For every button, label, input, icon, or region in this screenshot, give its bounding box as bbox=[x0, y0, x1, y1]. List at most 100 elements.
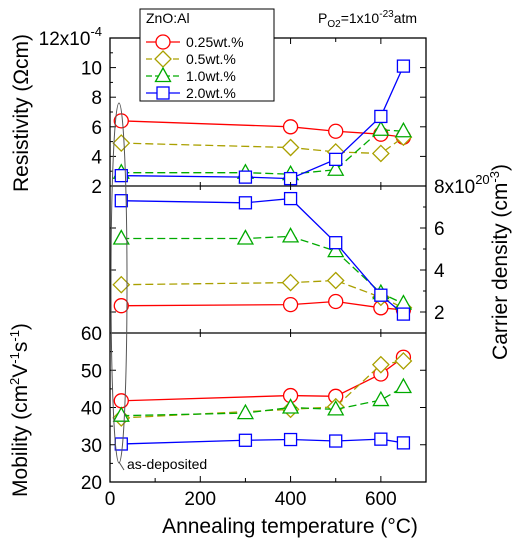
series-line-square bbox=[121, 65, 405, 180]
condition-unit: atm bbox=[394, 10, 417, 26]
data-point-square bbox=[283, 191, 298, 206]
mobility-label-part: V bbox=[9, 364, 32, 378]
as-deposited-annotation: as-deposited bbox=[127, 456, 207, 472]
y-tick-exponent: 20 bbox=[475, 172, 489, 187]
y-tick-label: 20 bbox=[81, 473, 102, 494]
y-tick-label: 10 bbox=[81, 59, 102, 80]
data-point-square bbox=[374, 432, 388, 446]
data-point-square bbox=[396, 307, 411, 321]
data-point-circle bbox=[113, 113, 129, 129]
data-point-triangle bbox=[112, 229, 130, 245]
data-point-triangle bbox=[327, 241, 345, 258]
data-point-diamond bbox=[281, 138, 300, 157]
series-line-circle bbox=[121, 300, 404, 311]
legend-title: ZnO:Al bbox=[146, 10, 190, 26]
data-point-square bbox=[283, 432, 298, 447]
series-line-triangle bbox=[121, 386, 404, 417]
legend-marker-square bbox=[156, 86, 170, 100]
condition-sup: -23 bbox=[379, 9, 394, 20]
mobility-label-sup: -1 bbox=[7, 330, 22, 342]
carrier-density-axis-label: Carrier density (cm-3) bbox=[487, 164, 512, 360]
data-point-square bbox=[396, 436, 411, 450]
data-point-circle bbox=[113, 298, 129, 314]
series-line-triangle bbox=[121, 235, 404, 305]
condition-sub: O2 bbox=[327, 19, 341, 30]
x-tick-label: 600 bbox=[365, 489, 397, 510]
series-line-circle bbox=[121, 356, 404, 402]
data-point-triangle bbox=[112, 406, 130, 422]
y-tick-exponent: -4 bbox=[90, 24, 102, 39]
data-point-diamond bbox=[281, 273, 300, 292]
y-tick-label: 6 bbox=[434, 219, 445, 240]
carrier-label-part: Carrier density (cm bbox=[489, 183, 512, 360]
condition-text: =1x10 bbox=[341, 10, 380, 26]
y-tick-label: 8 bbox=[91, 88, 102, 109]
y-tick-label: 4 bbox=[434, 261, 445, 282]
series-line-square bbox=[121, 197, 404, 315]
carrier-density-panel bbox=[112, 191, 413, 321]
annotation-leader-line bbox=[118, 461, 125, 471]
series-line-diamond bbox=[121, 279, 404, 309]
legend-entries: 0.25wt.%0.5wt.%1.0wt.%2.0wt.% bbox=[146, 34, 244, 101]
data-point-triangle bbox=[327, 160, 345, 176]
data-point-square bbox=[374, 288, 388, 302]
data-point-diamond bbox=[326, 271, 345, 290]
mobility-label-sup: -1 bbox=[7, 352, 22, 364]
x-tick-label: 200 bbox=[184, 489, 216, 510]
carrier-label-sup: -3 bbox=[487, 171, 502, 183]
mobility-label-part: Mobility (cm bbox=[9, 385, 32, 497]
data-point-diamond bbox=[371, 355, 390, 374]
y-tick-label: 2 bbox=[91, 177, 102, 198]
data-point-triangle bbox=[281, 398, 300, 414]
data-point-diamond bbox=[112, 134, 131, 152]
mobility-panel bbox=[112, 349, 413, 451]
y-tick-label: 6 bbox=[91, 118, 102, 139]
data-point-square bbox=[114, 437, 128, 451]
legend-label: 2.0wt.% bbox=[186, 85, 236, 101]
condition-label: PO2=1x10-23atm bbox=[318, 9, 417, 30]
data-point-triangle bbox=[236, 229, 255, 245]
data-point-square bbox=[396, 59, 411, 73]
data-point-triangle bbox=[281, 227, 300, 243]
y-tick-label: 40 bbox=[81, 399, 102, 420]
y-tick-label: 50 bbox=[81, 361, 102, 382]
series-line-square bbox=[121, 438, 404, 445]
data-point-triangle bbox=[394, 121, 413, 138]
data-point-square bbox=[374, 109, 388, 124]
data-point-square bbox=[238, 196, 253, 210]
y-tick-label: 8x1020 bbox=[434, 172, 490, 198]
data-point-diamond bbox=[394, 352, 413, 370]
data-point-circle bbox=[113, 393, 129, 409]
x-axis-label: Annealing temperature (°C) bbox=[162, 515, 418, 538]
data-point-circle bbox=[328, 123, 344, 139]
legend-marker-triangle bbox=[154, 66, 172, 83]
data-point-triangle bbox=[372, 390, 390, 407]
data-point-triangle bbox=[236, 403, 255, 420]
data-point-diamond bbox=[371, 144, 390, 163]
x-tick-label: 400 bbox=[275, 489, 307, 510]
data-point-square bbox=[329, 434, 343, 448]
data-point-square bbox=[238, 433, 253, 447]
data-point-square bbox=[114, 168, 128, 183]
axis-ticks: 0 200 400 60024681012x10-42468x102020304050… bbox=[39, 24, 490, 510]
legend-label: 0.5wt.% bbox=[186, 51, 236, 67]
data-point-circle bbox=[282, 296, 299, 313]
data-point-triangle bbox=[394, 294, 413, 310]
data-point-triangle bbox=[394, 377, 413, 394]
carrier-label-part: ) bbox=[489, 164, 512, 171]
series-line-triangle bbox=[121, 129, 404, 175]
data-point-circle bbox=[328, 293, 344, 310]
data-point-circle bbox=[282, 119, 299, 135]
data-point-square bbox=[238, 170, 253, 184]
legend: ZnO:Al 0.25wt.%0.5wt.%1.0wt.%2.0wt.% bbox=[139, 8, 275, 102]
data-point-square bbox=[329, 236, 343, 250]
as-deposited-ellipse bbox=[110, 102, 128, 464]
y-tick-label: 2 bbox=[434, 303, 445, 324]
data-point-square bbox=[329, 152, 343, 167]
y-tick-label: 4 bbox=[91, 147, 102, 168]
mobility-label-part: ) bbox=[9, 323, 32, 330]
y-tick-label: 12x10-4 bbox=[39, 24, 102, 50]
mobility-label-part: s bbox=[9, 342, 32, 353]
condition-base: P bbox=[318, 10, 327, 26]
